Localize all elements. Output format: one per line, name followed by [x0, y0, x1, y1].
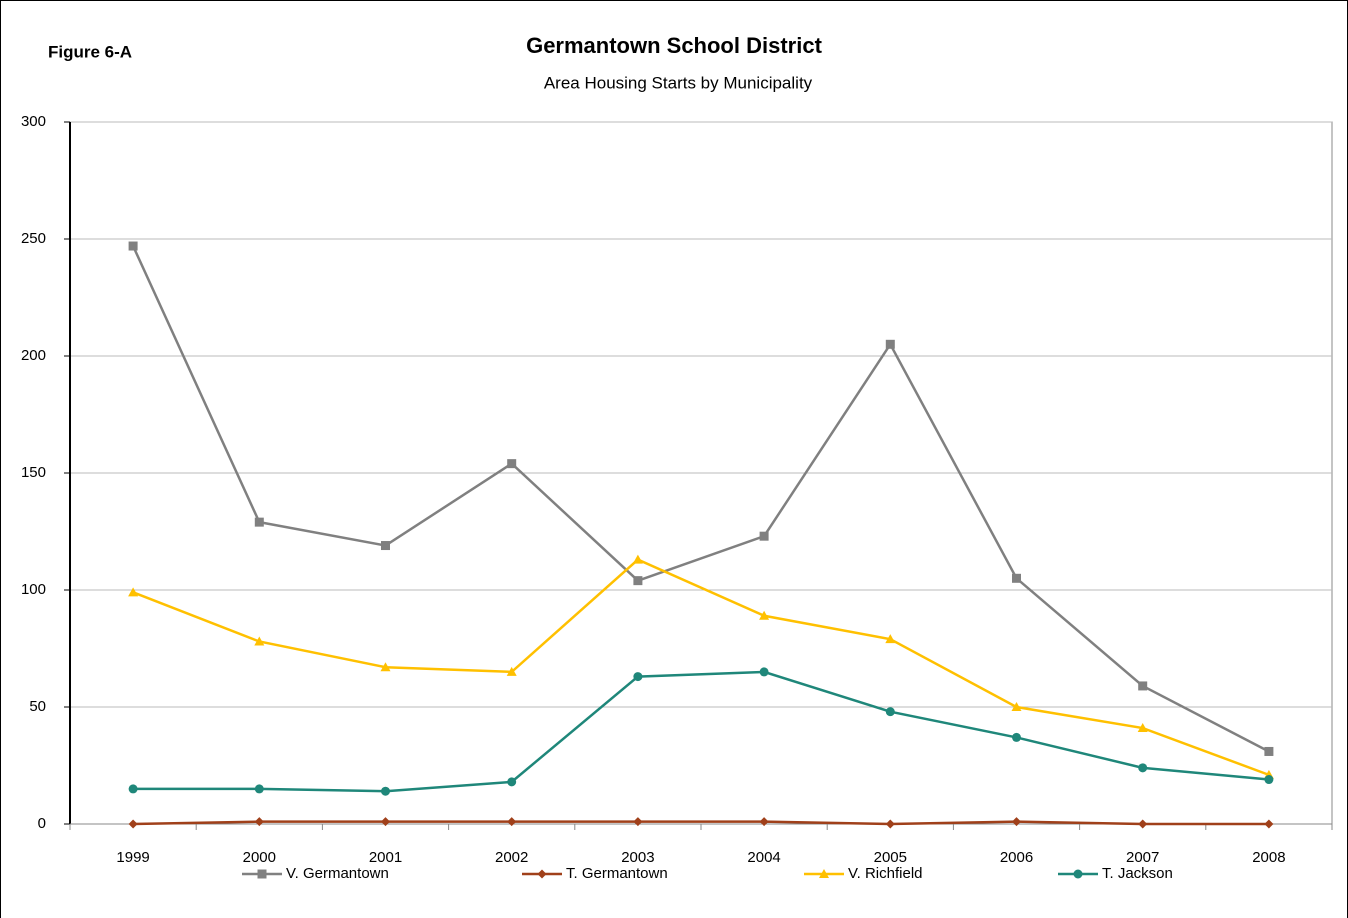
- data-point: [1138, 763, 1148, 773]
- legend-label: V. Richfield: [848, 865, 923, 882]
- x-tick-label: 2003: [621, 849, 654, 866]
- data-point: [507, 817, 517, 827]
- legend-marker: [257, 869, 267, 879]
- data-point: [633, 576, 643, 586]
- data-point: [254, 636, 265, 646]
- data-point: [254, 517, 264, 527]
- data-point: [380, 662, 391, 672]
- data-point: [633, 817, 643, 827]
- data-point: [254, 817, 264, 827]
- data-point: [759, 610, 770, 620]
- data-point: [254, 784, 264, 794]
- data-point: [633, 672, 643, 682]
- y-tick-label: 200: [21, 347, 46, 364]
- x-tick-label: 1999: [116, 849, 149, 866]
- data-point: [128, 587, 139, 597]
- x-tick-label: 2008: [1252, 849, 1285, 866]
- legend-label: V. Germantown: [286, 865, 389, 882]
- x-tick-label: 2004: [747, 849, 780, 866]
- data-point: [381, 541, 390, 551]
- data-point: [128, 819, 138, 829]
- x-tick-label: 2006: [1000, 849, 1033, 866]
- data-point: [885, 819, 895, 829]
- data-point: [381, 786, 390, 796]
- data-point: [759, 817, 769, 827]
- y-tick-label: 50: [29, 698, 46, 715]
- data-point: [507, 459, 517, 469]
- data-point: [759, 531, 769, 541]
- data-point: [1012, 573, 1021, 583]
- data-point: [632, 554, 643, 564]
- data-point: [1264, 746, 1274, 756]
- x-tick-label: 2002: [495, 849, 528, 866]
- series-line: [132, 558, 1270, 777]
- x-tick-label: 2007: [1126, 849, 1159, 866]
- x-tick-label: 2000: [243, 849, 276, 866]
- data-point: [1011, 702, 1022, 711]
- series-line: [133, 820, 1269, 826]
- chart-title: Germantown School District: [526, 33, 822, 58]
- data-point: [128, 784, 138, 794]
- data-point: [1138, 819, 1148, 829]
- y-tick-label: 0: [38, 815, 46, 832]
- legend-marker: [819, 869, 829, 878]
- data-point: [885, 634, 896, 644]
- legend-label: T. Germantown: [566, 865, 668, 882]
- x-tick-label: 2005: [874, 849, 907, 866]
- data-point: [1264, 819, 1274, 829]
- data-point: [885, 339, 895, 349]
- data-point: [1012, 817, 1021, 827]
- series-line: [131, 245, 1270, 753]
- legend-label: T. Jackson: [1102, 865, 1173, 882]
- y-tick-label: 250: [21, 230, 46, 247]
- data-point: [507, 777, 517, 787]
- data-point: [885, 707, 895, 717]
- chart-subtitle: Area Housing Starts by Municipality: [544, 73, 813, 92]
- y-tick-label: 300: [21, 113, 46, 130]
- data-point: [1264, 775, 1274, 785]
- x-tick-label: 2001: [369, 849, 402, 866]
- data-point: [128, 241, 138, 251]
- data-point: [1012, 732, 1021, 742]
- data-point: [381, 817, 390, 827]
- legend-marker: [1073, 869, 1083, 879]
- data-point: [506, 666, 517, 676]
- data-point: [1138, 681, 1148, 691]
- series-line: [133, 670, 1270, 793]
- legend-marker: [537, 869, 547, 879]
- figure-label: Figure 6-A: [48, 42, 132, 61]
- data-point: [1137, 723, 1148, 733]
- data-point: [759, 667, 769, 677]
- y-tick-label: 100: [21, 581, 46, 598]
- y-tick-label: 150: [21, 464, 46, 481]
